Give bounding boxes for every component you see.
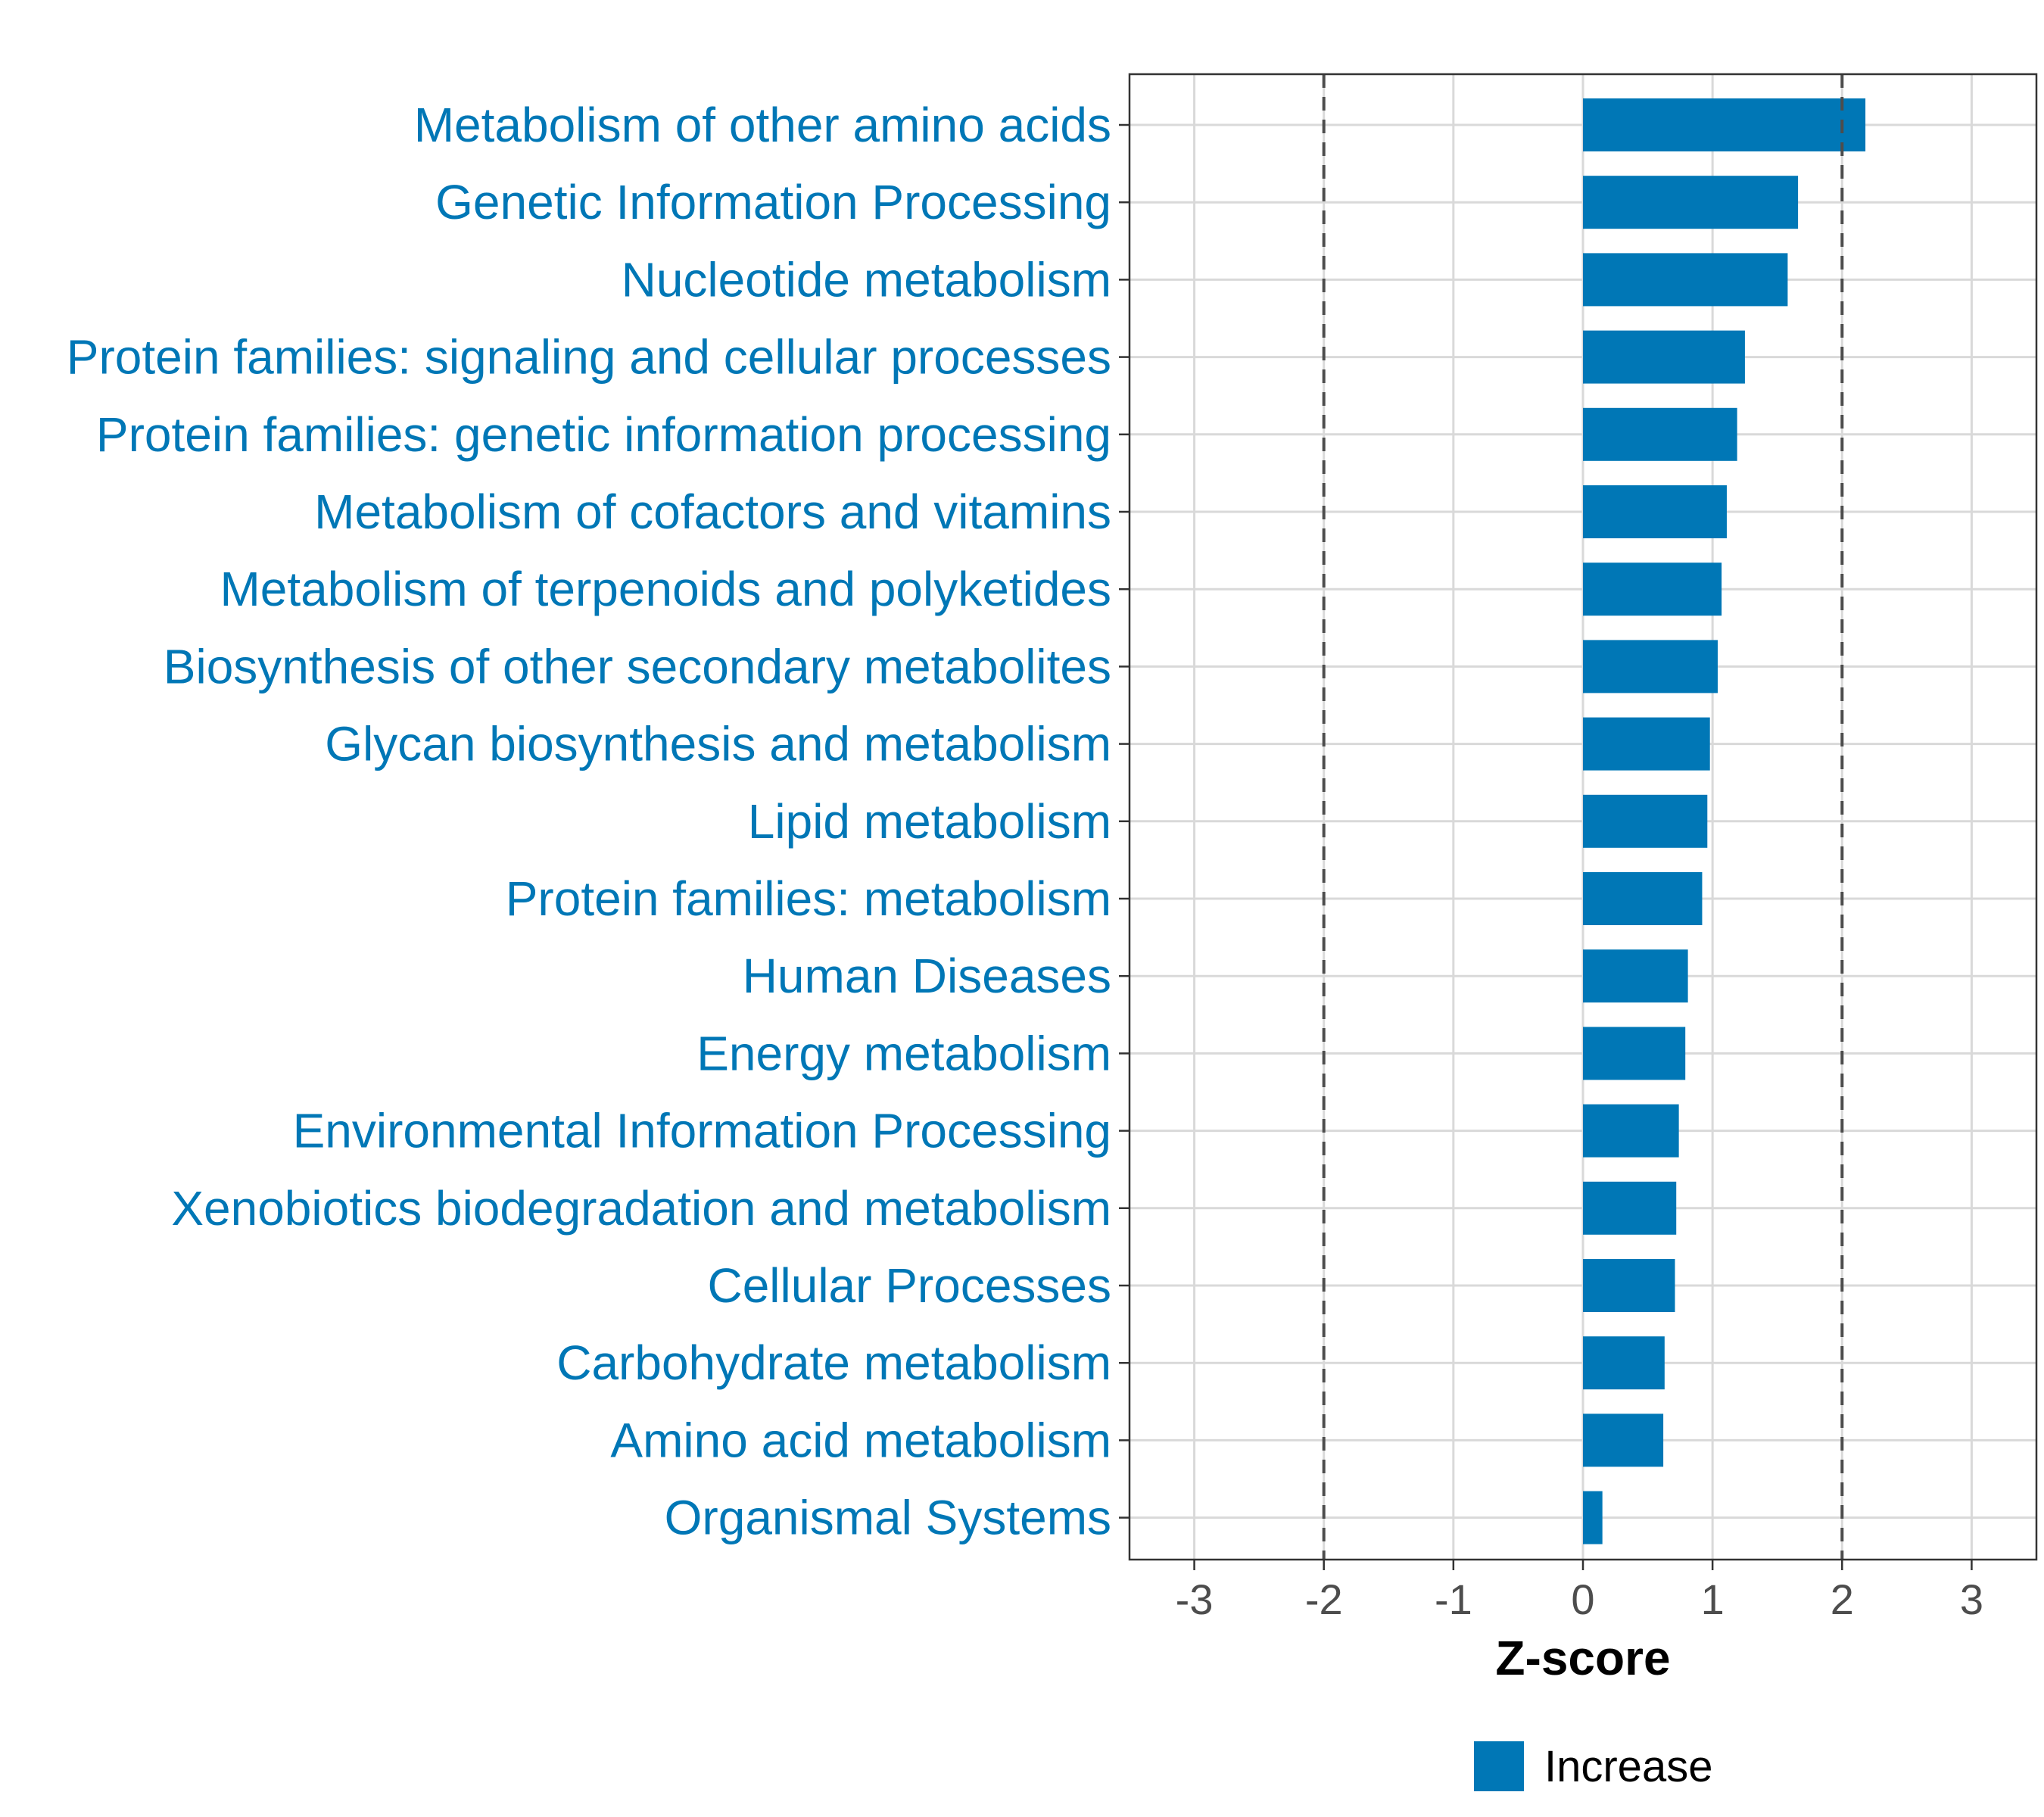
bar: [1583, 485, 1727, 538]
x-tick-label: 2: [1831, 1575, 1854, 1623]
category-label: Metabolism of cofactors and vitamins: [314, 485, 1111, 539]
bar: [1583, 1181, 1677, 1235]
x-tick-label: 0: [1571, 1575, 1594, 1623]
x-axis-title: Z-score: [1495, 1631, 1670, 1685]
category-label: Energy metabolism: [696, 1026, 1111, 1080]
bar: [1583, 98, 1866, 151]
category-label: Xenobiotics biodegradation and metabolis…: [171, 1181, 1111, 1236]
bar: [1583, 1491, 1603, 1544]
category-label: Nucleotide metabolism: [622, 252, 1111, 307]
x-tick-label: 3: [1960, 1575, 1983, 1623]
x-tick-label: -2: [1305, 1575, 1343, 1623]
category-label: Amino acid metabolism: [610, 1413, 1111, 1467]
category-label: Metabolism of other amino acids: [414, 98, 1111, 152]
bar: [1583, 1336, 1665, 1390]
bar: [1583, 794, 1708, 848]
bar: [1583, 1413, 1664, 1467]
category-label: Carbohydrate metabolism: [556, 1335, 1111, 1390]
category-label: Protein families: signaling and cellular…: [67, 330, 1111, 385]
category-label: Biosynthesis of other secondary metaboli…: [164, 639, 1111, 693]
bar: [1583, 717, 1710, 771]
category-label: Cellular Processes: [707, 1258, 1111, 1313]
x-axis-ticks: -3 -2 -1 0 1 2 3: [1176, 1560, 1983, 1623]
bar: [1583, 640, 1718, 693]
bar: [1583, 176, 1799, 229]
legend-label-increase: Increase: [1544, 1742, 1712, 1791]
bar: [1583, 1104, 1679, 1158]
category-label: Organismal Systems: [665, 1491, 1111, 1545]
x-tick-label: -3: [1176, 1575, 1214, 1623]
bar: [1583, 407, 1737, 461]
reference-lines: [1322, 74, 1844, 1560]
category-label: Genetic Information Processing: [435, 175, 1111, 229]
legend-swatch-increase: [1474, 1741, 1524, 1791]
category-label: Human Diseases: [743, 949, 1111, 1003]
category-label: Metabolism of terpenoids and polyketides: [220, 562, 1111, 616]
bar: [1583, 872, 1703, 925]
category-label: Environmental Information Processing: [293, 1104, 1111, 1158]
category-label: Protein families: metabolism: [506, 871, 1111, 926]
bar: [1583, 1259, 1675, 1312]
x-tick-label: -1: [1435, 1575, 1472, 1623]
bar: [1583, 253, 1788, 307]
bar: [1583, 330, 1745, 384]
category-label: Lipid metabolism: [748, 794, 1111, 849]
bar: [1583, 1027, 1686, 1080]
bar: [1583, 949, 1688, 1003]
category-labels: Metabolism of other amino acids Genetic I…: [67, 98, 1111, 1545]
bars: [1583, 98, 1866, 1544]
bar: [1583, 563, 1722, 616]
y-axis-ticks: [1119, 123, 1129, 1519]
legend: Increase: [1474, 1741, 1712, 1791]
category-label: Glycan biosynthesis and metabolism: [325, 717, 1111, 771]
category-label: Protein families: genetic information pr…: [96, 407, 1111, 462]
x-tick-label: 1: [1701, 1575, 1725, 1623]
